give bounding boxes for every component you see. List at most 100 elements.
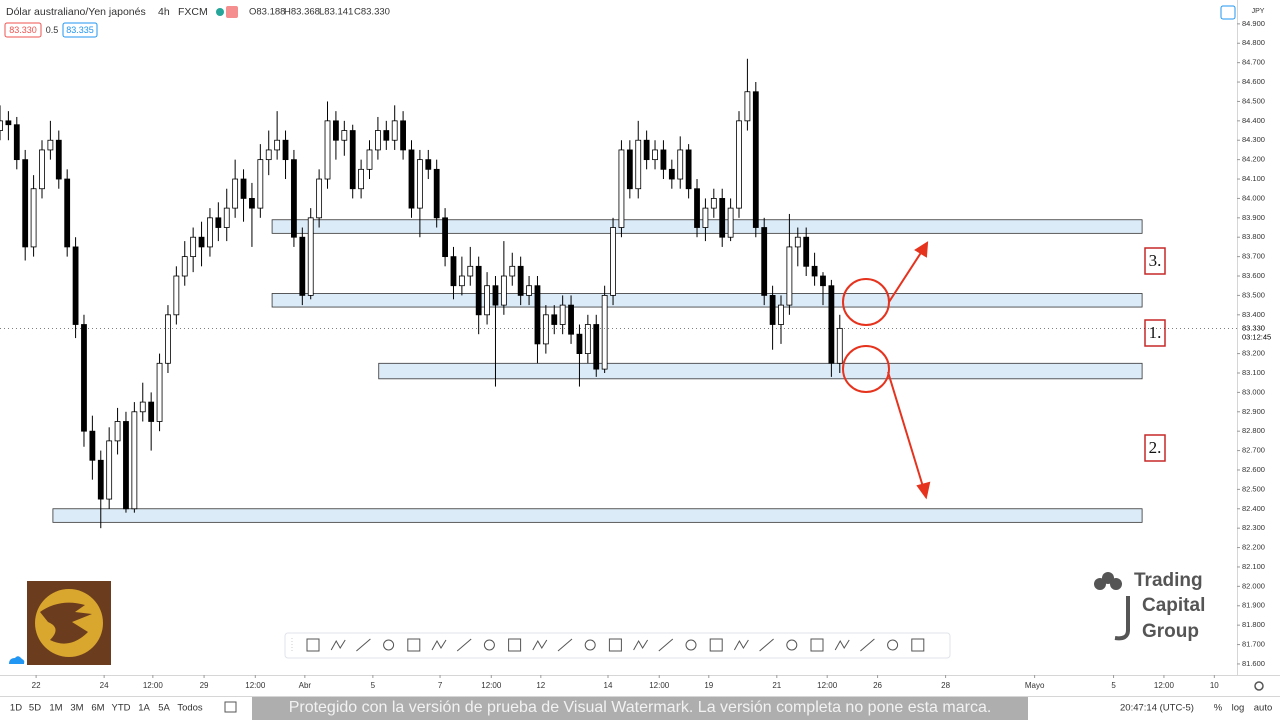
tool-button[interactable] [911,638,925,652]
candle-body [55,139,62,180]
tool-button[interactable] [356,638,371,652]
tool-button[interactable] [834,639,850,651]
y-tick-label: 84.500 [1242,96,1265,105]
logo-text: Trading [1134,570,1203,591]
tool-button[interactable] [483,639,495,651]
candle-body [139,401,146,413]
ohlc-open: O83.188 [249,7,285,18]
tool-icon [508,638,522,652]
tool-icon [483,639,495,651]
tool-button[interactable] [456,638,472,652]
tool-button[interactable] [658,638,674,652]
candle-body [156,362,163,422]
candle-body [22,159,29,248]
candle-body [391,120,398,141]
range-button[interactable]: 5A [158,703,170,714]
candle-body [64,178,71,248]
tool-icon [557,638,573,652]
scale-option[interactable]: % [1214,703,1223,714]
candle-body [400,120,406,151]
tool-button[interactable] [431,639,447,651]
tool-button[interactable] [584,639,596,651]
candle-body [492,285,499,306]
zone-label-box [1144,319,1166,347]
circle-annotation [842,345,890,393]
range-button[interactable]: 3M [70,703,83,714]
watermark-bg [252,697,1028,720]
tool-button[interactable] [709,638,723,652]
tool-icon [608,638,622,652]
zone-label-box [1144,247,1166,275]
candle-body [47,139,54,151]
candle-body [181,256,188,277]
range-button[interactable]: 6M [91,703,104,714]
range-button[interactable]: 1D [10,703,22,714]
tool-button[interactable] [786,639,798,651]
settings-button[interactable] [1220,5,1236,20]
last-price-label: 83.330 [1242,323,1265,332]
scale-option[interactable]: log [1232,703,1245,714]
range-button[interactable]: 5D [29,703,41,714]
candle-body [820,275,826,287]
annotations [842,241,931,500]
tool-button[interactable] [887,639,899,651]
candle-body [559,304,566,325]
candle-body [324,120,331,180]
range-button[interactable]: 1M [49,703,62,714]
tool-icon [383,639,395,651]
tool-button[interactable] [608,638,622,652]
candle-body [106,440,113,500]
candle-body [442,217,448,258]
candle-body [828,285,835,364]
range-button[interactable]: 1A [138,703,150,714]
candle-body [299,236,306,296]
settings-icon[interactable] [1254,681,1264,691]
tool-button[interactable] [407,638,421,652]
cloud-icon [9,656,25,664]
candle-body [358,168,365,190]
candle-body [190,236,197,258]
tool-button[interactable] [633,639,649,651]
tool-button[interactable] [383,639,395,651]
candle-body [677,149,684,180]
bid-box[interactable] [4,22,42,38]
date-range-icon[interactable] [224,701,237,713]
candle-body [660,149,667,170]
tool-button[interactable] [810,638,824,652]
candle-body [30,188,37,248]
y-tick-label: 84.100 [1242,174,1265,183]
candle-body [198,236,205,248]
candle-body [13,124,20,161]
tool-icon [356,638,371,652]
range-button[interactable]: Todos [177,703,203,714]
tool-button[interactable] [532,639,548,651]
logo-eagle [40,602,92,644]
arrow-head [916,481,931,500]
y-tick-label: 84.200 [1242,155,1265,164]
tool-button[interactable] [860,638,875,652]
arrow-up [888,247,925,303]
x-tick-label: 12 [536,681,545,690]
candle-body [173,275,180,316]
tool-icon [584,639,596,651]
tool-button[interactable] [306,638,320,652]
candle-body [458,275,465,287]
scale-option[interactable]: auto [1254,703,1273,714]
x-tick-label: 29 [200,681,209,690]
range-button[interactable]: YTD [112,703,131,714]
zone-label: 3. [1149,251,1162,270]
y-tick-label: 83.400 [1242,310,1265,319]
ask-box[interactable] [62,22,98,38]
tool-button[interactable] [759,638,774,652]
y-tick-label: 83.500 [1242,290,1265,299]
tool-button[interactable] [685,639,697,651]
y-tick-label: 84.700 [1242,58,1265,67]
x-tick-label: 12:00 [1154,681,1175,690]
tool-button[interactable] [508,638,522,652]
spread: 0.5 [46,25,59,35]
candle-body [282,139,289,161]
tool-button[interactable] [733,639,749,651]
tool-button[interactable] [330,639,346,651]
candle-body [643,139,650,161]
tool-button[interactable] [557,638,573,652]
